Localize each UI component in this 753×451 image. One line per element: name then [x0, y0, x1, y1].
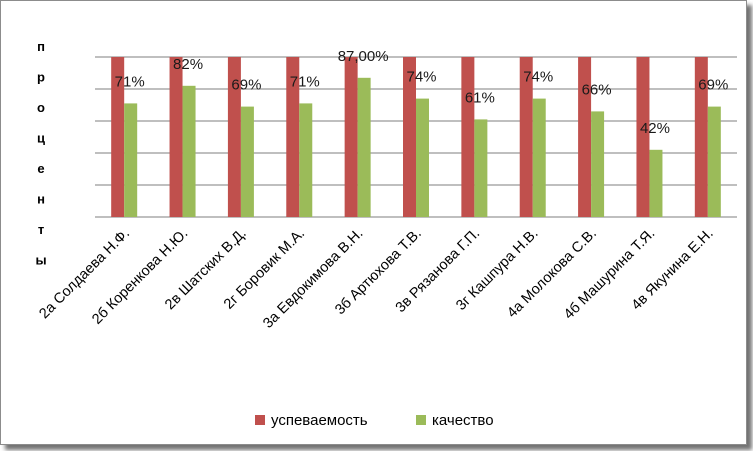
bar-kachestvo: [416, 98, 429, 217]
data-label: 74%: [406, 69, 436, 86]
bar-kachestvo: [124, 103, 138, 217]
y-axis-title-letter: ц: [37, 131, 45, 146]
bar-uspevaemost: [578, 57, 592, 217]
bar-kachestvo: [240, 106, 254, 217]
bars: [111, 57, 721, 217]
y-axis-title: п ро це нт ы: [35, 39, 46, 268]
y-axis-title-letter: т: [38, 222, 44, 237]
bar-uspevaemost: [344, 57, 358, 217]
data-label: 61%: [465, 89, 495, 106]
data-label: 74%: [523, 69, 553, 86]
data-label: 82%: [173, 56, 203, 73]
data-label: 69%: [231, 77, 261, 94]
data-label: 66%: [582, 81, 612, 98]
y-axis-title-letter: е: [37, 161, 44, 176]
bar-kachestvo: [707, 106, 721, 217]
data-label: 71%: [115, 73, 145, 90]
data-label: 69%: [698, 77, 728, 94]
y-axis-title-letter: н: [37, 192, 45, 207]
bar-kachestvo: [474, 119, 488, 217]
bar-kachestvo: [182, 85, 196, 217]
y-axis-title-letter: п: [37, 39, 45, 54]
x-axis-tick-labels: 2а Солдаева Н.Ф.2б Коренкова Н.Ю.2в Шатс…: [36, 226, 716, 332]
legend-label: качество: [432, 412, 494, 429]
y-axis-title-letter: р: [37, 70, 45, 85]
legend-label: успеваемость: [271, 412, 368, 429]
bar-uspevaemost: [519, 57, 533, 217]
bar-uspevaemost: [286, 57, 300, 217]
bar-kachestvo: [591, 111, 605, 217]
legend-swatch: [255, 415, 265, 425]
bar-uspevaemost: [403, 57, 416, 217]
bar-kachestvo: [357, 77, 371, 217]
x-tick-label: 2б Коренкова Н.Ю.: [89, 226, 191, 328]
data-label: 87,00%: [338, 48, 389, 65]
bar-kachestvo: [532, 98, 546, 217]
y-axis-title-letter: о: [37, 100, 45, 115]
bar-chart: п ро це нт ы 71% 82% 69% 71% 87,00% 74% 61% 74% 66% 4…: [35, 39, 737, 429]
bar-uspevaemost: [694, 57, 708, 217]
legend-swatch: [416, 415, 426, 425]
legend: успеваемость качество: [255, 412, 494, 429]
data-labels: 71% 82% 69% 71% 87,00% 74% 61% 74% 66% 42% 69%: [115, 48, 729, 137]
x-tick-label: 3а Евдокимова В.Н.: [260, 226, 366, 332]
bar-uspevaemost: [461, 57, 475, 217]
bar-kachestvo: [299, 103, 313, 217]
bar-uspevaemost: [111, 57, 125, 217]
bar-uspevaemost: [636, 57, 650, 217]
bar-uspevaemost: [227, 57, 241, 217]
data-label: 42%: [640, 120, 670, 137]
y-axis-title-letter: ы: [35, 253, 46, 268]
bar-kachestvo: [649, 149, 663, 217]
bar-uspevaemost: [169, 57, 183, 217]
data-label: 71%: [290, 73, 320, 90]
